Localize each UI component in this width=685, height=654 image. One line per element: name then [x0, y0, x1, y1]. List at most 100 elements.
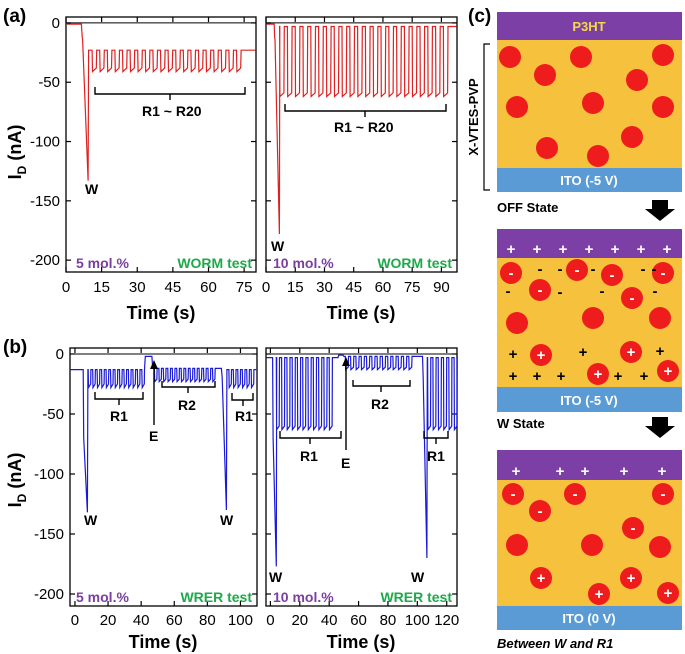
y-axis-unit: (nA): [5, 453, 25, 494]
x-tick-label: 15: [93, 279, 110, 296]
annotation-e: E: [341, 455, 350, 471]
x-tick-label: 75: [404, 279, 421, 296]
concentration-label: 5 mol.%: [76, 589, 129, 605]
minus-sign: -: [558, 261, 563, 278]
annotation-w: W: [271, 238, 285, 254]
charge: [570, 46, 592, 68]
charge: [588, 583, 610, 605]
y-tick-label: -150: [30, 193, 60, 210]
minus-sign: -: [558, 284, 563, 301]
annotation-w1: W: [269, 569, 283, 585]
plus-sign: +: [556, 463, 565, 480]
minus-sign: -: [506, 283, 511, 300]
charge: [530, 567, 552, 589]
x-axis-title: Time (s): [327, 303, 396, 323]
arrow-down-icon: [645, 417, 675, 438]
charge: [622, 517, 644, 539]
x-tick-label: 30: [316, 279, 333, 296]
x-tick-label: 40: [321, 612, 338, 629]
minus-sign: -: [610, 267, 615, 284]
y-tick-label: -50: [38, 74, 60, 91]
y-tick-label: -150: [34, 526, 64, 543]
ito-layer: [497, 387, 682, 412]
bracket-r2: [161, 381, 216, 393]
charge: [649, 307, 671, 329]
y-axis-title-a: ID (nA): [5, 125, 29, 180]
svg-text:ID (nA): ID (nA): [5, 453, 29, 508]
minus-sign: -: [509, 265, 514, 282]
plus-sign: +: [533, 368, 542, 385]
p3ht-label: P3HT: [572, 19, 605, 34]
dielectric-label: X-VTES-PVP: [466, 78, 481, 156]
ito-label: ITO (0 V): [562, 611, 615, 626]
charges: [499, 44, 674, 167]
plus-sign: +: [663, 241, 672, 258]
chart-a-left: 0-50-100-150-200 0 15 30 45 60 75 W R1 ~ R20 …: [30, 15, 257, 323]
y-ticks: 0 -50 -100 -150 -200: [30, 15, 256, 269]
x-tick-label: 60: [350, 612, 367, 629]
x-tick-label: 0: [62, 279, 70, 296]
erase-arrow-head: [342, 357, 350, 366]
plus-sign: +: [581, 463, 590, 480]
x-tick-label: 60: [166, 612, 183, 629]
minus-sign: -: [641, 261, 646, 278]
annotation-r1: R1: [110, 408, 128, 424]
x-axis-title: Time (s): [127, 303, 196, 323]
charge-signs: + + + + +- - ---+ ++ +: [502, 463, 679, 605]
minus-sign: -: [591, 261, 596, 278]
annotation-r1-r20: R1 ~ R20: [142, 103, 202, 119]
p3ht-layer: [497, 12, 682, 40]
y-tick-label: -200: [34, 586, 64, 603]
panel-a-label: (a): [3, 6, 26, 27]
bracket-r1: [279, 431, 342, 444]
annotation-r2: R2: [178, 397, 196, 413]
minus-sign: -: [630, 290, 635, 307]
y-tick-label: -100: [30, 134, 60, 151]
plot-frame: [65, 16, 257, 273]
state-caption: OFF State: [497, 200, 558, 215]
current-trace: [266, 354, 458, 567]
charge: [652, 44, 674, 66]
charge: [621, 126, 643, 148]
plus-sign: +: [507, 241, 516, 258]
plus-sign: +: [656, 343, 665, 360]
x-tick-label: 0: [71, 612, 79, 629]
plus-sign: +: [512, 463, 521, 480]
svg-text:ID (nA): ID (nA): [5, 125, 29, 180]
plus-sign: +: [537, 570, 546, 587]
test-label: WRER test: [180, 589, 252, 605]
minus-sign: -: [538, 282, 543, 299]
charge: [529, 500, 551, 522]
arrow-down-icon: [645, 200, 675, 221]
plus-sign: +: [537, 347, 546, 364]
charge: [620, 567, 642, 589]
bracket-r1: [94, 392, 144, 405]
test-label: WRER test: [380, 589, 452, 605]
charge-signs: + + + + + + +- - - -- -- - - - -- - - -+ ++ ++ + ++ + + + +: [500, 241, 679, 385]
plus-sign: +: [509, 368, 518, 385]
charge: [652, 483, 674, 505]
x-tick-label: 45: [345, 279, 362, 296]
panel-b-label: (b): [3, 337, 27, 358]
x-tick-label: 120: [434, 612, 459, 629]
bracket-r1-r20: [284, 104, 447, 117]
charge: [620, 341, 642, 363]
plus-sign: +: [637, 241, 646, 258]
x-tick-label: 75: [236, 279, 253, 296]
plus-sign: +: [595, 586, 604, 603]
charge: [502, 483, 524, 505]
bracket-r1-second: [423, 431, 449, 444]
state-caption: W State: [497, 416, 545, 431]
current-trace: [266, 23, 457, 235]
erase-arrow-head: [150, 360, 158, 369]
x-tick-label: 20: [100, 612, 117, 629]
state-off: P3HT ITO (-5 V) OFF State: [497, 12, 682, 221]
concentration-label: 10 mol.%: [273, 589, 334, 605]
minus-sign: -: [652, 261, 657, 278]
charge: [657, 582, 679, 604]
annotation-w2: W: [220, 512, 234, 528]
current-trace: [67, 23, 256, 181]
minus-sign: -: [661, 265, 666, 282]
p3ht-layer: [497, 229, 682, 258]
